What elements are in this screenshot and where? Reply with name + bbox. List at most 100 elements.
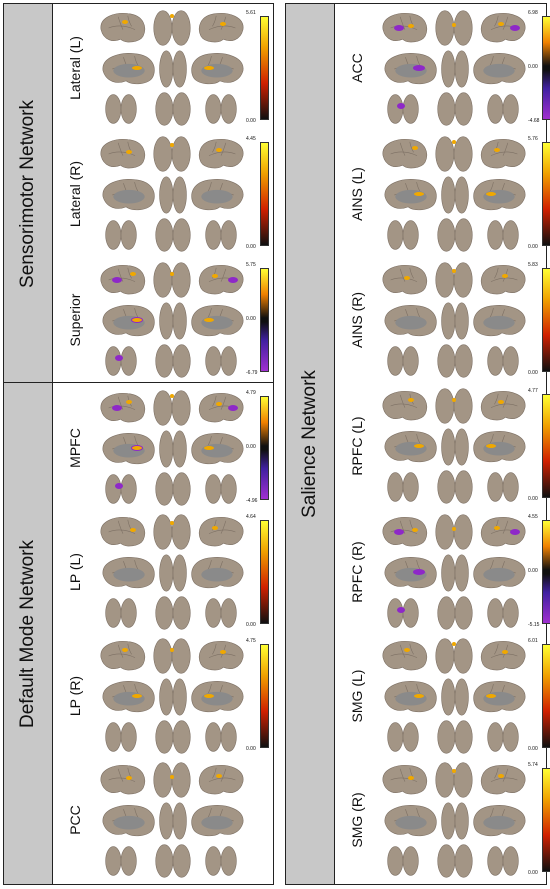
activation-cluster: [413, 65, 425, 71]
brain-right-hemisphere: [454, 802, 469, 840]
activation-cluster: [452, 527, 456, 531]
activation-cluster: [498, 774, 504, 778]
colorbar-max-label: 5.74: [528, 762, 538, 768]
seed-row: ACC 6.98 -4.68 0.00: [335, 6, 550, 130]
activation-cluster: [452, 23, 456, 27]
brain-right-hemisphere: [220, 346, 237, 376]
brain-medial-wall: [483, 567, 515, 582]
brain-left-hemisphere: [437, 720, 456, 754]
brain-medial-wall: [201, 567, 233, 582]
brain-lateral-surface: [382, 139, 428, 169]
brain-right-hemisphere: [171, 390, 191, 426]
colorbar-min-label: -6.79: [246, 370, 258, 376]
brain-sulci: [108, 643, 136, 658]
brain-sulci: [108, 267, 136, 282]
brain-medial-wall: [113, 189, 145, 204]
brain-left-hemisphere: [387, 220, 404, 250]
seed-row: RPFC (R) 4.55 -5.15 0.00: [335, 510, 550, 634]
brain-left-hemisphere: [435, 136, 455, 172]
brain-right-hemisphere: [402, 346, 419, 376]
brain-lateral-surface: [480, 765, 526, 795]
brain-left-hemisphere: [435, 10, 455, 46]
brain-right-hemisphere: [171, 136, 191, 172]
brain-views: [382, 514, 526, 630]
brain-right-hemisphere: [171, 514, 191, 550]
brain-right-hemisphere: [171, 638, 191, 674]
brain-left-hemisphere: [153, 390, 173, 426]
brain-sulci: [390, 141, 418, 156]
activation-cluster: [212, 274, 218, 278]
brain-right-hemisphere: [453, 136, 473, 172]
seed-label: AINS (R): [335, 258, 379, 382]
activation-cluster: [452, 398, 456, 402]
activation-cluster: [502, 650, 508, 654]
colorbar-max-label: 6.98: [528, 10, 538, 16]
brain-left-hemisphere: [159, 678, 174, 716]
seed-label: Lateral (R): [53, 132, 97, 256]
activation-cluster: [412, 146, 418, 150]
brain-lateral-surface: [480, 13, 526, 43]
activation-cluster: [510, 25, 520, 31]
seed-label-text: Lateral (R): [67, 160, 83, 228]
brain-left-hemisphere: [387, 846, 404, 876]
seed-label-text: Superior: [67, 293, 83, 347]
seed-row: MPFC 4.79 -4.96 0.00: [53, 386, 273, 510]
brain-medial-wall: [201, 189, 233, 204]
colorbar-max-label: 5.83: [528, 262, 538, 268]
brain-left-hemisphere: [155, 218, 174, 252]
seed-row: LP (R) 4.75 0.00: [53, 634, 273, 758]
brain-left-hemisphere: [441, 50, 456, 88]
colorbar-zero-label: 0.00: [246, 444, 256, 450]
brain-left-hemisphere: [205, 598, 222, 628]
brain-right-hemisphere: [220, 722, 237, 752]
brain-left-hemisphere: [105, 722, 122, 752]
colorbar-max-label: 6.01: [528, 638, 538, 644]
brain-views: [100, 262, 244, 378]
seed-label-text: AINS (L): [349, 167, 365, 221]
brain-left-hemisphere: [105, 220, 122, 250]
brain-views: [100, 136, 244, 252]
brain-left-hemisphere: [205, 94, 222, 124]
activation-cluster: [408, 398, 414, 402]
activation-cluster: [413, 569, 425, 575]
activation-cluster: [494, 526, 500, 530]
brain-left-hemisphere: [437, 218, 456, 252]
activation-cluster: [486, 694, 496, 698]
colorbar-max-label: 4.45: [246, 136, 256, 142]
colorbar-max-label: 4.75: [246, 638, 256, 644]
brain-sulci: [208, 767, 236, 782]
brain-right-hemisphere: [220, 220, 237, 250]
seed-label-text: LP (L): [67, 553, 83, 591]
brain-right-hemisphere: [120, 474, 137, 504]
brain-left-hemisphere: [105, 846, 122, 876]
seed-row: PCC: [53, 758, 273, 882]
brain-left-hemisphere: [435, 262, 455, 298]
activation-cluster: [170, 775, 174, 779]
brain-right-hemisphere: [454, 302, 469, 340]
brain-right-hemisphere: [454, 176, 469, 214]
brain-left-hemisphere: [437, 596, 456, 630]
brain-right-hemisphere: [453, 514, 473, 550]
colorbar-max-label: 5.75: [246, 262, 256, 268]
seed-label: AINS (L): [335, 132, 379, 256]
brain-right-hemisphere: [453, 262, 473, 298]
activation-cluster: [212, 526, 218, 530]
colorbar-min-label: 0.00: [528, 870, 538, 876]
seed-row: AINS (R) 5.83 0.00: [335, 258, 550, 382]
colorbar-zero-label: 0.00: [528, 64, 538, 70]
activation-cluster: [412, 528, 418, 532]
colorbar-zero-label: 0.00: [246, 316, 256, 322]
activation-cluster: [494, 148, 500, 152]
brain-lateral-surface: [198, 765, 244, 795]
brain-right-hemisphere: [172, 430, 187, 468]
brain-right-hemisphere: [502, 472, 519, 502]
brain-right-hemisphere: [454, 428, 469, 466]
brain-lateral-surface: [382, 765, 428, 795]
brain-right-hemisphere: [172, 92, 191, 126]
activation-cluster: [112, 277, 122, 283]
brain-left-hemisphere: [105, 94, 122, 124]
activation-cluster: [394, 529, 404, 535]
brain-left-hemisphere: [205, 474, 222, 504]
brain-right-hemisphere: [454, 678, 469, 716]
brain-lateral-surface: [198, 13, 244, 43]
